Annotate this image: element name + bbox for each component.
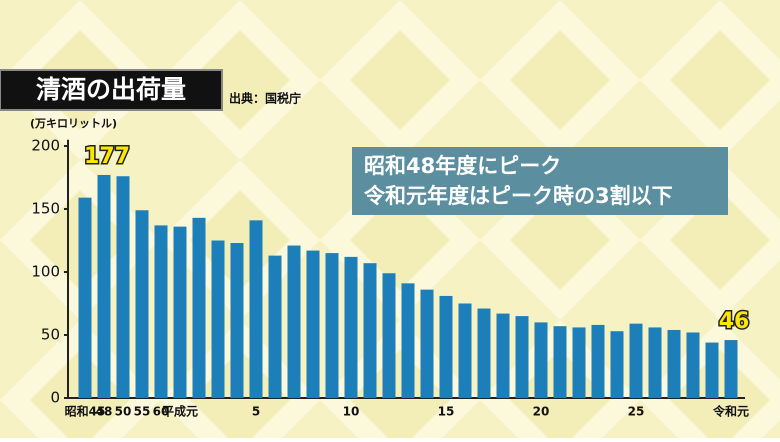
bar <box>496 313 510 398</box>
bar <box>515 316 529 398</box>
bar <box>648 327 662 398</box>
y-tick-label: 200 <box>31 137 60 155</box>
bar <box>249 220 263 398</box>
x-tick-label: 昭和45 <box>65 404 106 419</box>
bar <box>230 243 244 398</box>
bar <box>154 225 168 398</box>
source: 出典：国税庁 <box>229 91 301 106</box>
bar <box>268 255 282 398</box>
bar <box>287 245 301 398</box>
x-tick-label: 15 <box>438 405 455 419</box>
bar <box>572 327 586 398</box>
bar <box>78 197 92 398</box>
x-tick-label: 5 <box>252 405 260 419</box>
annotation-box <box>352 147 728 215</box>
bar <box>439 295 453 398</box>
bar <box>705 342 719 398</box>
bar <box>97 174 111 398</box>
bar <box>610 331 624 398</box>
bar <box>344 256 358 398</box>
y-tick-label: 0 <box>50 389 60 407</box>
value-label: 177 <box>84 144 130 169</box>
y-axis-unit: (万キロリットル) <box>30 117 117 130</box>
bar <box>553 326 567 398</box>
bar <box>629 323 643 398</box>
bar <box>116 176 130 398</box>
title-band <box>0 69 223 111</box>
bar <box>591 324 605 398</box>
bar <box>534 322 548 398</box>
x-tick-label: 60 <box>153 405 170 419</box>
y-tick-label: 100 <box>31 263 60 281</box>
bar <box>401 283 415 398</box>
x-tick-label: 10 <box>343 405 360 419</box>
bar <box>458 303 472 398</box>
annotation: 昭和48年度にピーク <box>364 154 561 178</box>
bar <box>420 289 434 398</box>
value-label: 46 <box>719 309 750 334</box>
x-tick-label: 25 <box>628 405 645 419</box>
bar <box>686 332 700 398</box>
bar <box>173 226 187 398</box>
bar <box>477 308 491 398</box>
bar <box>382 273 396 398</box>
bar <box>192 217 206 398</box>
bar <box>211 240 225 398</box>
chart-title: 清酒の出荷量 <box>36 75 186 104</box>
bar <box>724 340 738 398</box>
bar <box>363 263 377 398</box>
x-tick-label: 20 <box>533 405 550 419</box>
annotation: 令和元年度はピーク時の3割以下 <box>364 184 673 208</box>
y-tick-label: 150 <box>31 200 60 218</box>
x-tick-label: 50 <box>115 405 132 419</box>
x-tick-label: 55 <box>134 405 151 419</box>
x-tick-label: 平成元 <box>162 404 198 419</box>
bar <box>135 210 149 398</box>
bar <box>325 253 339 398</box>
x-tick-label: 令和元 <box>712 404 749 419</box>
x-tick-label: 48 <box>96 405 113 419</box>
y-tick-label: 50 <box>41 326 60 344</box>
bar <box>306 250 320 398</box>
bar <box>667 329 681 398</box>
